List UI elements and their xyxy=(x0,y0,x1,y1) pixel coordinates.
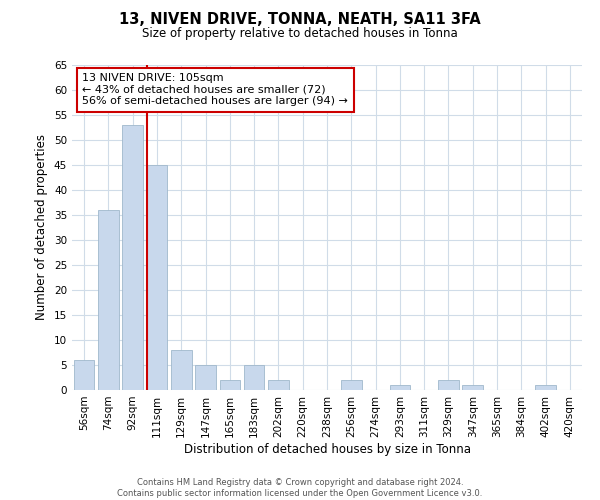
Bar xyxy=(74,360,94,390)
X-axis label: Distribution of detached houses by size in Tonna: Distribution of detached houses by size … xyxy=(184,442,470,456)
Bar xyxy=(171,350,191,390)
Bar xyxy=(535,385,556,390)
Text: Size of property relative to detached houses in Tonna: Size of property relative to detached ho… xyxy=(142,28,458,40)
Bar xyxy=(268,380,289,390)
Y-axis label: Number of detached properties: Number of detached properties xyxy=(35,134,49,320)
Bar xyxy=(195,365,216,390)
Bar xyxy=(244,365,265,390)
Bar xyxy=(341,380,362,390)
Bar xyxy=(389,385,410,390)
Bar xyxy=(463,385,483,390)
Text: 13, NIVEN DRIVE, TONNA, NEATH, SA11 3FA: 13, NIVEN DRIVE, TONNA, NEATH, SA11 3FA xyxy=(119,12,481,28)
Text: 13 NIVEN DRIVE: 105sqm
← 43% of detached houses are smaller (72)
56% of semi-det: 13 NIVEN DRIVE: 105sqm ← 43% of detached… xyxy=(82,73,348,106)
Bar xyxy=(220,380,240,390)
Text: Contains HM Land Registry data © Crown copyright and database right 2024.
Contai: Contains HM Land Registry data © Crown c… xyxy=(118,478,482,498)
Bar xyxy=(122,125,143,390)
Bar xyxy=(438,380,459,390)
Bar xyxy=(146,165,167,390)
Bar xyxy=(98,210,119,390)
